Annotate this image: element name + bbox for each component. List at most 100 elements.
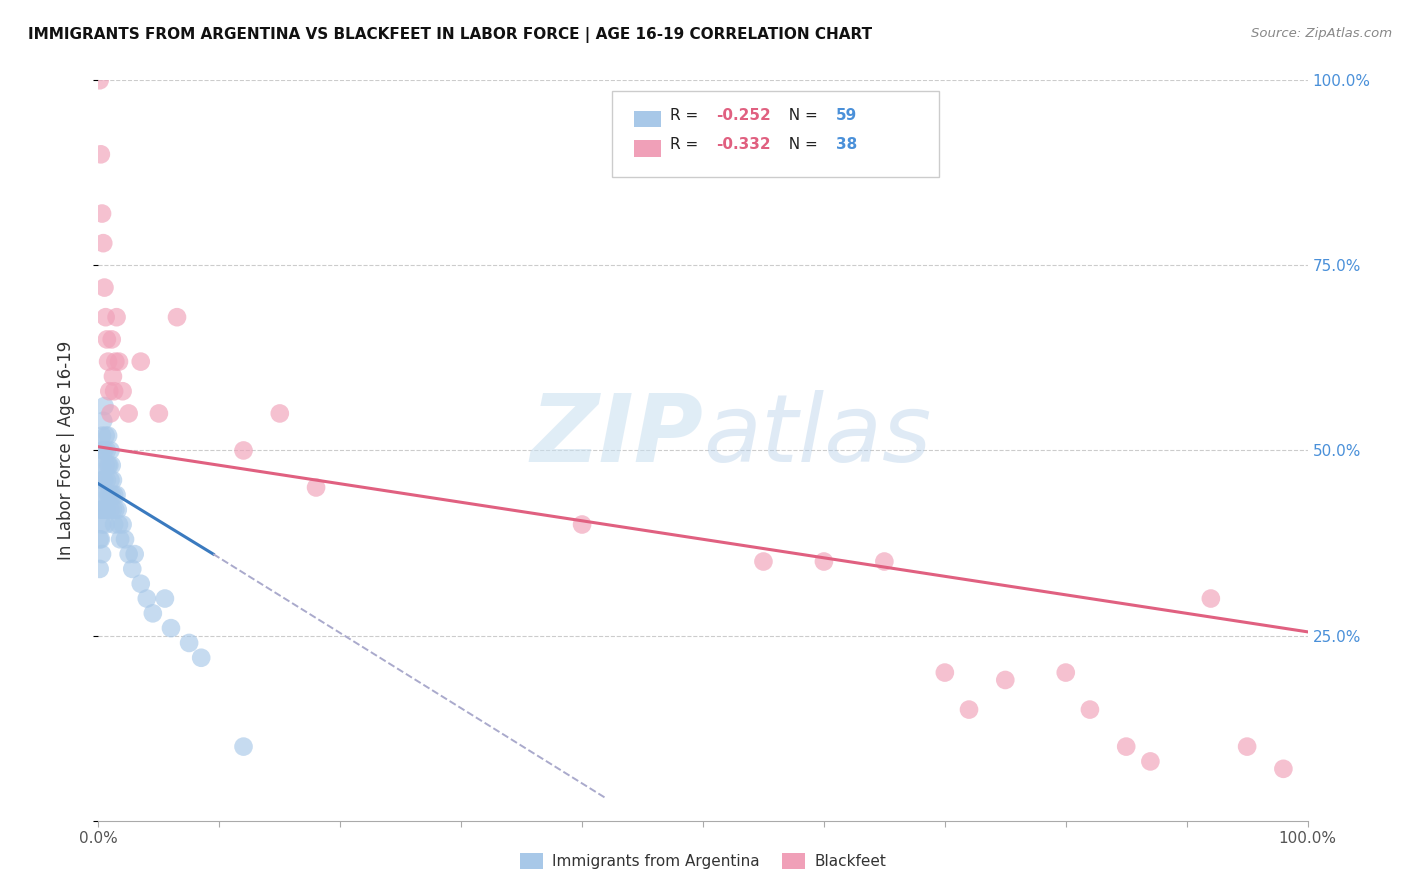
Point [96, 473, 118, 487]
Point [97, 458, 120, 473]
Point [1236, 739, 1258, 754]
Point [752, 555, 775, 569]
Point [232, 739, 254, 754]
Point [89, 533, 111, 547]
Point [105, 488, 128, 502]
Legend: Immigrants from Argentina, Blackfeet: Immigrants from Argentina, Blackfeet [513, 847, 893, 875]
Point [96, 332, 118, 346]
Point [90, 473, 112, 487]
Point [91, 547, 114, 561]
Point [1115, 739, 1137, 754]
Point [91, 443, 114, 458]
Point [100, 458, 122, 473]
Point [873, 555, 896, 569]
Point [90, 443, 112, 458]
Point [91, 502, 114, 516]
Point [232, 443, 254, 458]
Point [91, 428, 114, 442]
Point [108, 517, 131, 532]
Point [101, 502, 124, 516]
Point [93, 399, 115, 413]
Point [89, 73, 111, 87]
Text: 38: 38 [837, 137, 858, 153]
Point [148, 407, 170, 421]
Point [269, 407, 291, 421]
Point [957, 703, 980, 717]
Point [98, 384, 121, 399]
Point [97, 488, 120, 502]
Point [100, 407, 122, 421]
Point [1078, 703, 1101, 717]
Point [91, 206, 114, 220]
Point [93, 280, 115, 294]
Point [98, 488, 121, 502]
Point [118, 547, 141, 561]
Text: -0.332: -0.332 [716, 137, 770, 153]
Point [100, 473, 122, 487]
Text: IMMIGRANTS FROM ARGENTINA VS BLACKFEET IN LABOR FORCE | AGE 16-19 CORRELATION CH: IMMIGRANTS FROM ARGENTINA VS BLACKFEET I… [28, 27, 872, 43]
Point [91, 517, 114, 532]
Point [153, 591, 176, 606]
Point [98, 458, 121, 473]
FancyBboxPatch shape [613, 91, 939, 177]
Point [93, 502, 115, 516]
Point [100, 488, 122, 502]
Point [90, 502, 112, 516]
Point [100, 502, 122, 516]
Point [111, 384, 134, 399]
Point [934, 665, 956, 680]
Point [1199, 591, 1222, 606]
Point [190, 650, 212, 665]
Point [93, 473, 115, 487]
Point [129, 354, 152, 368]
Point [97, 354, 120, 368]
Point [104, 354, 127, 368]
Text: R =: R = [671, 137, 703, 153]
Point [1139, 755, 1161, 769]
Point [91, 236, 114, 251]
Text: atlas: atlas [703, 390, 931, 481]
Point [104, 502, 127, 516]
Bar [634, 111, 661, 127]
Point [91, 414, 114, 428]
Point [94, 310, 117, 325]
Point [124, 547, 146, 561]
Point [108, 354, 131, 368]
Point [94, 488, 117, 502]
Point [90, 147, 112, 161]
Point [1272, 762, 1295, 776]
Point [118, 407, 141, 421]
Point [97, 428, 120, 442]
Point [813, 555, 835, 569]
Y-axis label: In Labor Force | Age 16-19: In Labor Force | Age 16-19 [56, 341, 75, 560]
Text: 59: 59 [837, 108, 858, 122]
Point [91, 488, 114, 502]
Point [142, 607, 165, 621]
Point [100, 443, 122, 458]
Point [111, 517, 134, 532]
Point [305, 480, 328, 494]
Point [1054, 665, 1077, 680]
Point [994, 673, 1017, 687]
Point [93, 443, 115, 458]
Point [129, 576, 152, 591]
Point [105, 310, 128, 325]
Point [94, 458, 117, 473]
Point [103, 384, 125, 399]
Point [135, 591, 157, 606]
Point [91, 473, 114, 487]
Text: ZIP: ZIP [530, 390, 703, 482]
Point [91, 458, 114, 473]
Point [96, 502, 118, 516]
Point [89, 502, 111, 516]
Point [166, 310, 188, 325]
Point [107, 502, 129, 516]
Point [101, 473, 124, 487]
Text: -0.252: -0.252 [716, 108, 770, 122]
Point [96, 443, 118, 458]
Point [114, 533, 136, 547]
Point [108, 533, 131, 547]
Text: N =: N = [779, 108, 823, 122]
Point [94, 428, 117, 442]
Point [94, 517, 117, 532]
